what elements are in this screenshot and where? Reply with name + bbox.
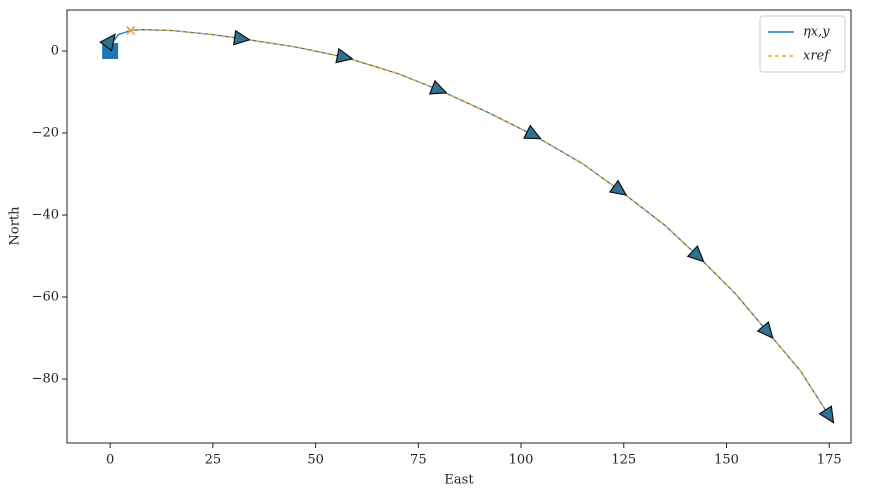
heading-marker bbox=[232, 29, 251, 46]
x-tick-label: 100 bbox=[509, 453, 534, 468]
y-tick-label: −60 bbox=[32, 290, 59, 305]
heading-marker bbox=[686, 245, 705, 263]
x-tick-label: 0 bbox=[106, 453, 114, 468]
heading-marker bbox=[428, 79, 448, 95]
x-tick-label: 175 bbox=[817, 453, 842, 468]
y-tick-label: −20 bbox=[32, 126, 59, 141]
x-tick-label: 150 bbox=[714, 453, 739, 468]
heading-marker bbox=[99, 33, 116, 52]
plot-frame bbox=[66, 9, 852, 444]
x-tick-label: 75 bbox=[410, 453, 427, 468]
target-marker bbox=[126, 25, 136, 36]
x-tick-label: 50 bbox=[307, 453, 324, 468]
legend-label: xref bbox=[803, 49, 831, 64]
x-tick-label: 25 bbox=[205, 453, 222, 468]
y-tick-label: 0 bbox=[51, 44, 59, 59]
x-axis-label: East bbox=[444, 473, 474, 488]
y-tick-label: −80 bbox=[32, 372, 59, 387]
heading-marker bbox=[756, 320, 774, 340]
heading-marker bbox=[523, 124, 542, 140]
legend-box bbox=[759, 15, 846, 73]
x-tick-label: 125 bbox=[611, 453, 636, 468]
heading-marker bbox=[608, 179, 628, 196]
trajectory-line bbox=[109, 29, 830, 417]
trajectory-line bbox=[130, 29, 830, 417]
y-axis-label: North bbox=[8, 206, 23, 246]
y-tick-label: −40 bbox=[32, 208, 59, 223]
heading-marker bbox=[818, 405, 835, 424]
heading-marker bbox=[335, 47, 354, 64]
legend-label: ηx,y bbox=[803, 25, 830, 40]
